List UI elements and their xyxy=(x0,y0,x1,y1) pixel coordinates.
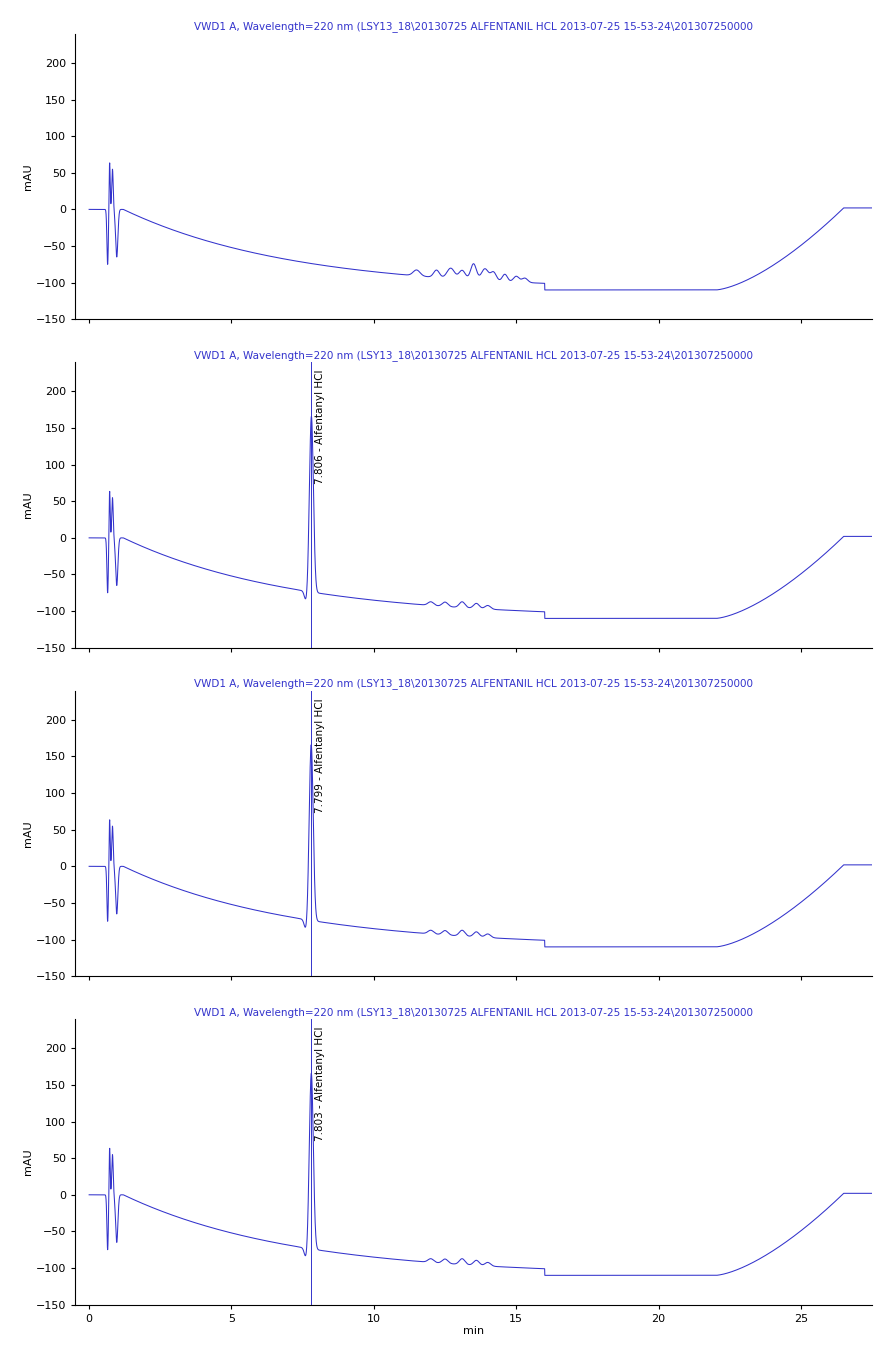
Y-axis label: mAU: mAU xyxy=(23,163,33,190)
Text: 7.803 - Alfentanyl HCl: 7.803 - Alfentanyl HCl xyxy=(315,1026,325,1141)
Text: 7.799 - Alfentanyl HCl: 7.799 - Alfentanyl HCl xyxy=(315,698,324,812)
Title: VWD1 A, Wavelength=220 nm (LSY13_18\20130725 ALFENTANIL HCL 2013-07-25 15-53-24\: VWD1 A, Wavelength=220 nm (LSY13_18\2013… xyxy=(194,350,753,360)
Title: VWD1 A, Wavelength=220 nm (LSY13_18\20130725 ALFENTANIL HCL 2013-07-25 15-53-24\: VWD1 A, Wavelength=220 nm (LSY13_18\2013… xyxy=(194,678,753,689)
Title: VWD1 A, Wavelength=220 nm (LSY13_18\20130725 ALFENTANIL HCL 2013-07-25 15-53-24\: VWD1 A, Wavelength=220 nm (LSY13_18\2013… xyxy=(194,22,753,32)
Title: VWD1 A, Wavelength=220 nm (LSY13_18\20130725 ALFENTANIL HCL 2013-07-25 15-53-24\: VWD1 A, Wavelength=220 nm (LSY13_18\2013… xyxy=(194,1007,753,1018)
X-axis label: min: min xyxy=(463,1326,484,1337)
Y-axis label: mAU: mAU xyxy=(23,1149,33,1176)
Text: 7.806 - Alfentanyl HCl: 7.806 - Alfentanyl HCl xyxy=(315,370,325,484)
Y-axis label: mAU: mAU xyxy=(23,820,33,847)
Y-axis label: mAU: mAU xyxy=(23,491,33,518)
